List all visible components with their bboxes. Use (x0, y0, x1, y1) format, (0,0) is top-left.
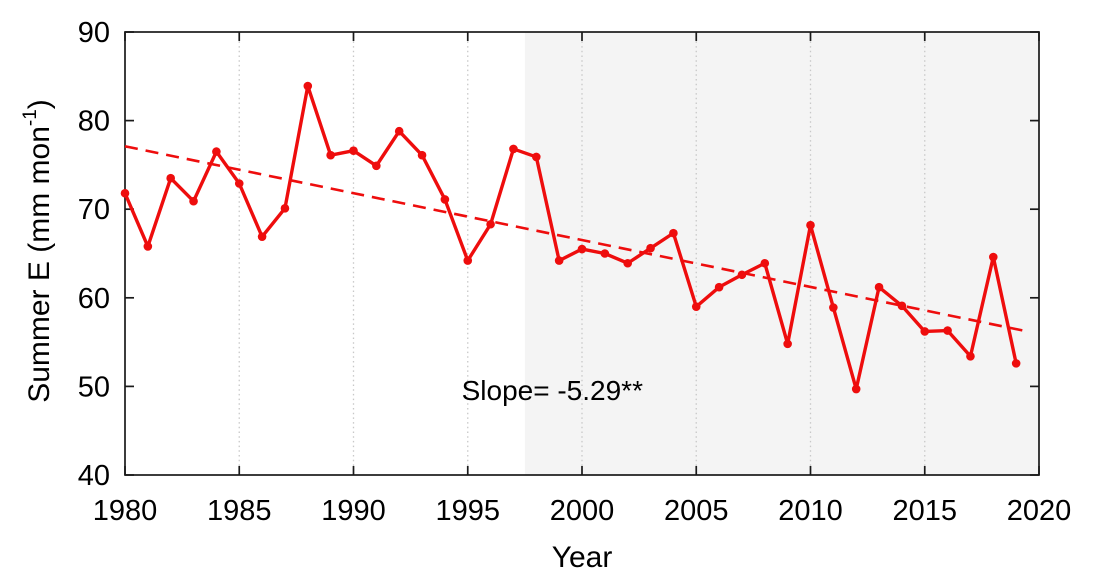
data-point (760, 258, 770, 268)
data-point (280, 204, 290, 213)
x-tick-label-2010: 2010 (778, 495, 843, 527)
data-point (189, 196, 198, 206)
y-tick-label-80: 80 (78, 106, 110, 138)
data-point (897, 301, 907, 311)
data-point (943, 326, 952, 335)
y-tick-label-70: 70 (78, 194, 110, 226)
data-point (303, 81, 313, 91)
series-line (123, 84, 1018, 391)
shaded-region (524, 32, 1039, 475)
y-tick-label-60: 60 (78, 283, 110, 315)
y-axis-label-superscript: -1 (20, 109, 41, 127)
data-point (257, 232, 267, 241)
data-point (120, 188, 130, 198)
data-point (440, 195, 450, 204)
data-point (874, 282, 884, 292)
data-point (920, 327, 930, 336)
data-point (463, 256, 473, 265)
data-point (349, 146, 358, 156)
data-point (532, 152, 541, 162)
data-point (783, 339, 792, 349)
x-tick-label-2020: 2020 (1007, 495, 1072, 527)
slope-annotation: Slope= -5.29** (461, 374, 643, 406)
data-point (554, 256, 564, 265)
data-point (326, 150, 335, 160)
data-point (372, 161, 381, 171)
data-point (989, 252, 998, 262)
data-point (509, 144, 518, 154)
data-point (166, 173, 175, 183)
data-point (737, 270, 747, 280)
data-point (1011, 359, 1021, 368)
x-tick-label-1995: 1995 (435, 495, 500, 527)
x-tick-label-1980: 1980 (93, 495, 158, 527)
data-point (851, 384, 861, 394)
y-axis-label-text: Summer E (mm mon (23, 126, 56, 403)
data-point (234, 179, 244, 188)
data-point (691, 302, 701, 311)
y-axis-label: Summer E (mm mon-1) (20, 99, 56, 403)
x-tick-label-1990: 1990 (321, 495, 386, 527)
data-point (829, 303, 838, 312)
data-point (966, 351, 975, 361)
data-point (714, 282, 724, 292)
x-tick-label-2015: 2015 (892, 495, 957, 527)
data-point (600, 249, 610, 258)
data-point (623, 258, 632, 268)
data-point (394, 126, 404, 136)
y-tick-label-40: 40 (78, 460, 110, 492)
x-tick-label-2000: 2000 (550, 495, 615, 527)
y-axis-label-close: ) (23, 99, 56, 110)
data-point (646, 243, 655, 253)
data-point (577, 244, 587, 254)
x-axis-label: Year (551, 541, 613, 574)
data-point (417, 150, 427, 160)
data-point (143, 242, 153, 251)
x-tick-label-1985: 1985 (207, 495, 272, 527)
data-point (212, 147, 221, 156)
data-point (669, 228, 678, 238)
y-tick-label-50: 50 (78, 371, 110, 403)
data-point (806, 220, 815, 230)
x-tick-label-2005: 2005 (664, 495, 729, 527)
y-tick-label-90: 90 (78, 17, 110, 49)
data-point (486, 219, 495, 229)
